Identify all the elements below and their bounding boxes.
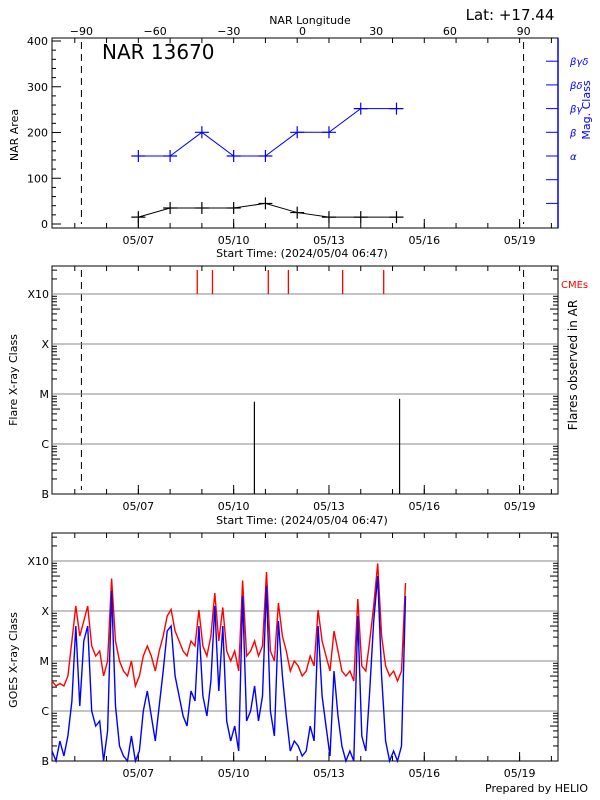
area-data-point [226, 201, 241, 214]
y-tick-label: 0 [41, 218, 48, 231]
area-data-point [258, 197, 273, 210]
y-axis-label-flare-class: Flare X-ray Class [7, 334, 20, 426]
region-title: NAR 13670 [102, 40, 215, 64]
x-tick-label: 05/10 [218, 767, 250, 780]
y2-tick-label: βγδ [569, 57, 588, 68]
y-axis-label-goes-class: GOES X-ray Class [7, 612, 20, 708]
y-tick-label: 400 [27, 35, 48, 48]
mag-class-data-point [389, 102, 404, 115]
longitude-tick-label: 30 [369, 25, 383, 38]
x-tick-label: 05/07 [122, 500, 154, 513]
y-axis-label-area: NAR Area [8, 109, 21, 161]
x-tick-label: 05/10 [218, 500, 250, 513]
longitude-tick-label: −60 [143, 25, 166, 38]
x-tick-label: 05/19 [504, 500, 536, 513]
flare-y-tick-label: X10 [27, 288, 49, 301]
flare-y-tick-label: X [41, 338, 49, 351]
y2-axis-label-flares: Flares observed in AR [566, 300, 580, 430]
y2-tick-label: α [570, 152, 577, 163]
top-axis-label: NAR Longitude [269, 14, 351, 27]
goes-long-channel-line [51, 563, 407, 689]
y2-tick-label: β [569, 128, 577, 139]
goes-short-channel-line [51, 575, 407, 764]
x-tick-label: 05/16 [408, 234, 440, 247]
x-tick-label: 05/07 [122, 234, 154, 247]
area-series-line [138, 202, 397, 218]
flare-y-tick-label: B [41, 488, 49, 501]
goes-y-tick-label: C [41, 705, 49, 718]
y-tick-label: 300 [27, 81, 48, 94]
x-tick-label: 05/16 [408, 767, 440, 780]
longitude-tick-label: 60 [443, 25, 457, 38]
area-data-point [389, 211, 404, 224]
x-tick-label: 05/13 [313, 767, 345, 780]
area-data-point [131, 211, 146, 224]
x-tick-label: 05/19 [504, 767, 536, 780]
mag-class-data-point [194, 126, 209, 139]
mag-class-data-point [131, 150, 146, 162]
footer-credit: Prepared by HELIO [485, 782, 588, 795]
area-data-point [290, 206, 305, 219]
x-tick-label: 05/13 [313, 500, 345, 513]
longitude-tick-label: 90 [517, 25, 531, 38]
x-tick-label: 05/19 [504, 234, 536, 247]
latitude-label: Lat: +17.44 [466, 6, 555, 24]
y2-axis-label-mag-class: Mag. Class [580, 80, 593, 139]
flare-y-tick-label: C [41, 438, 49, 451]
y-tick-label: 200 [27, 127, 48, 140]
cme-label: CMEs [561, 280, 588, 291]
mag-class-data-point [353, 102, 368, 115]
plot-frame-3 [51, 532, 559, 762]
y2-tick-label: βδ [569, 81, 583, 92]
goes-y-tick-label: M [40, 655, 50, 668]
goes-y-tick-label: B [41, 755, 49, 768]
mag-class-series-line [138, 108, 397, 157]
x-tick-label: 05/07 [122, 767, 154, 780]
mag-class-data-point [163, 150, 178, 162]
y2-tick-label: βγ [569, 105, 583, 116]
mag-class-data-point [258, 150, 273, 162]
area-data-point [353, 211, 368, 224]
x-axis-label-top-panel: Start Time: (2024/05/04 06:47) [216, 247, 388, 260]
area-data-point [194, 201, 209, 214]
mag-class-data-point [226, 150, 241, 162]
x-axis-label-middle-panel: Start Time: (2024/05/04 06:47) [216, 514, 388, 527]
x-tick-label: 05/10 [218, 234, 250, 247]
longitude-tick-label: −30 [217, 25, 240, 38]
longitude-tick-label: 0 [299, 25, 306, 38]
x-tick-label: 05/13 [313, 234, 345, 247]
mag-class-data-point [321, 126, 336, 139]
y-tick-label: 100 [27, 172, 48, 185]
area-data-point [163, 201, 178, 214]
x-tick-label: 05/16 [408, 500, 440, 513]
goes-y-tick-label: X10 [27, 555, 49, 568]
area-data-point [321, 211, 336, 224]
plot-frame-2 [51, 265, 559, 495]
flare-y-tick-label: M [40, 388, 50, 401]
longitude-tick-label: −90 [70, 25, 93, 38]
goes-y-tick-label: X [41, 605, 49, 618]
mag-class-data-point [290, 126, 305, 139]
plot-frame-1 [51, 37, 559, 229]
